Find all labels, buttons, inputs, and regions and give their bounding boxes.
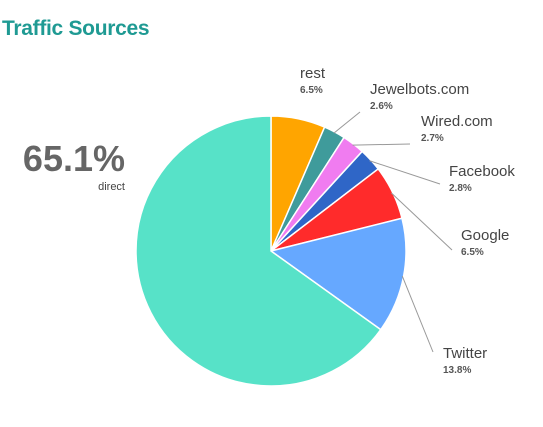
leader-line-jewelbots-com: [333, 111, 361, 134]
slice-label-rest: rest: [300, 65, 326, 82]
leader-line-wired-com: [352, 143, 411, 146]
slice-label-jewelbots-com: Jewelbots.com: [370, 81, 469, 98]
leader-line-facebook: [369, 160, 441, 185]
slice-percent-google: 6.5%: [461, 247, 484, 258]
slice-label-twitter: Twitter: [443, 345, 487, 362]
chart-title: Traffic Sources: [2, 17, 150, 40]
slice-percent-wired-com: 2.7%: [421, 133, 444, 144]
pie-slices: [135, 115, 407, 387]
slice-percent-facebook: 2.8%: [449, 183, 472, 194]
slice-percent-jewelbots-com: 2.6%: [370, 101, 393, 112]
direct-percentage: 65.1%: [22, 138, 125, 179]
leader-lines: [333, 111, 453, 353]
direct-callout: 65.1% direct: [22, 138, 125, 194]
leader-line-google: [391, 192, 453, 251]
slice-percent-rest: 6.5%: [300, 85, 323, 96]
leader-line-twitter: [401, 275, 434, 353]
pie-slice-twitter: [269, 217, 407, 331]
slice-labels: rest 6.5% Jewelbots.com 2.6% Wired.com 2.7% Fa…: [300, 65, 515, 376]
slice-percent-twitter: 13.8%: [443, 365, 471, 376]
slice-label-facebook: Facebook: [449, 163, 515, 180]
slice-label-wired-com: Wired.com: [421, 113, 493, 130]
pie-slice-direct: [135, 115, 382, 387]
direct-label: direct: [98, 181, 125, 193]
slice-label-google: Google: [461, 227, 509, 244]
